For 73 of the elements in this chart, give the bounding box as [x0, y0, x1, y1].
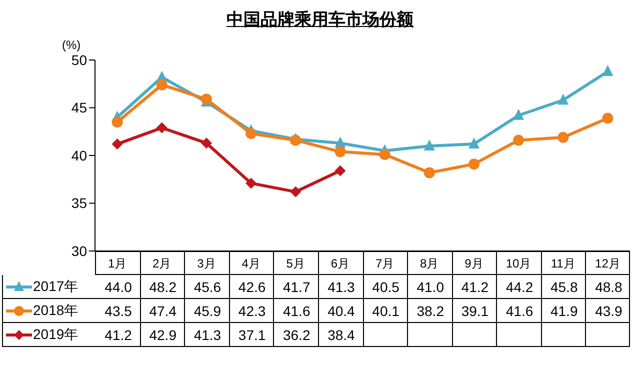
data-label: 48.8: [594, 278, 624, 297]
point: [513, 108, 524, 120]
data-label: 42.9: [148, 326, 178, 345]
y-tick-label: 30: [71, 242, 88, 259]
data-label: 45.8: [549, 278, 579, 297]
data-label: 41.3: [192, 326, 222, 345]
point: [468, 158, 480, 170]
chart-title: 中国品牌乘用车市场份额: [226, 9, 414, 31]
data-label: 41.6: [282, 302, 312, 321]
data-label: 37.1: [237, 326, 267, 345]
y-axis-title: (%): [62, 38, 81, 52]
data-label: 42.6: [237, 278, 267, 297]
point: [558, 132, 569, 143]
data-label: 45.6: [192, 278, 222, 297]
point: [112, 116, 123, 128]
legend-label: 2018年: [33, 302, 78, 320]
y-tick-label: 35: [71, 195, 88, 212]
point: [379, 149, 390, 160]
point: [112, 138, 123, 150]
point: [290, 186, 302, 198]
data-label: 41.9: [549, 302, 579, 321]
data-label: 43.5: [104, 302, 133, 321]
data-label: 48.2: [148, 278, 178, 297]
data-label: 44.0: [104, 278, 133, 297]
point: [424, 139, 435, 150]
x-tick-label: 7月: [375, 256, 394, 271]
x-tick-label: 11月: [550, 256, 576, 271]
point: [602, 64, 614, 76]
legend-label: 2017年: [33, 278, 78, 296]
legend-label: 2019年: [33, 326, 78, 344]
point: [602, 112, 614, 124]
data-label: 41.2: [104, 326, 133, 345]
point: [334, 165, 346, 176]
data-label: 41.2: [460, 278, 490, 297]
data-label: 41.6: [504, 302, 534, 321]
point: [334, 146, 346, 158]
x-tick-label: 1月: [108, 256, 127, 271]
point: [246, 178, 257, 189]
data-label: 45.9: [192, 302, 222, 321]
y-tick-label: 50: [71, 52, 88, 68]
x-tick-label: 5月: [286, 256, 305, 271]
y-tick-label: 40: [71, 147, 88, 164]
x-tick-label: 6月: [330, 256, 350, 271]
x-tick-label: 10月: [506, 256, 532, 271]
x-tick-label: 8月: [420, 256, 439, 271]
point: [246, 128, 257, 140]
data-label: 47.4: [148, 302, 178, 321]
data-label: 41.0: [416, 278, 445, 297]
data-label: 40.1: [371, 302, 400, 321]
x-tick-label: 12月: [595, 256, 620, 271]
point: [424, 167, 435, 178]
data-label: 41.7: [282, 278, 312, 297]
point: [558, 94, 569, 105]
point: [468, 138, 480, 149]
data-label: 40.4: [326, 302, 356, 321]
x-tick-label: 4月: [242, 256, 260, 271]
x-tick-label: 2月: [152, 256, 172, 271]
point: [200, 138, 212, 149]
data-label: 41.3: [326, 278, 356, 297]
data-label: 44.2: [504, 278, 534, 297]
data-label: 39.1: [460, 302, 490, 321]
point: [156, 122, 168, 134]
data-label: 38.2: [416, 302, 445, 321]
data-label: 36.2: [282, 326, 312, 345]
data-label: 43.9: [594, 302, 624, 321]
point: [513, 134, 524, 146]
data-label: 40.5: [371, 278, 400, 297]
point: [156, 79, 168, 90]
y-tick-label: 45: [71, 100, 88, 116]
data-label: 38.4: [326, 326, 356, 345]
x-tick-label: 3月: [197, 256, 216, 271]
data-label: 42.3: [237, 302, 267, 321]
x-tick-label: 9月: [464, 256, 484, 271]
